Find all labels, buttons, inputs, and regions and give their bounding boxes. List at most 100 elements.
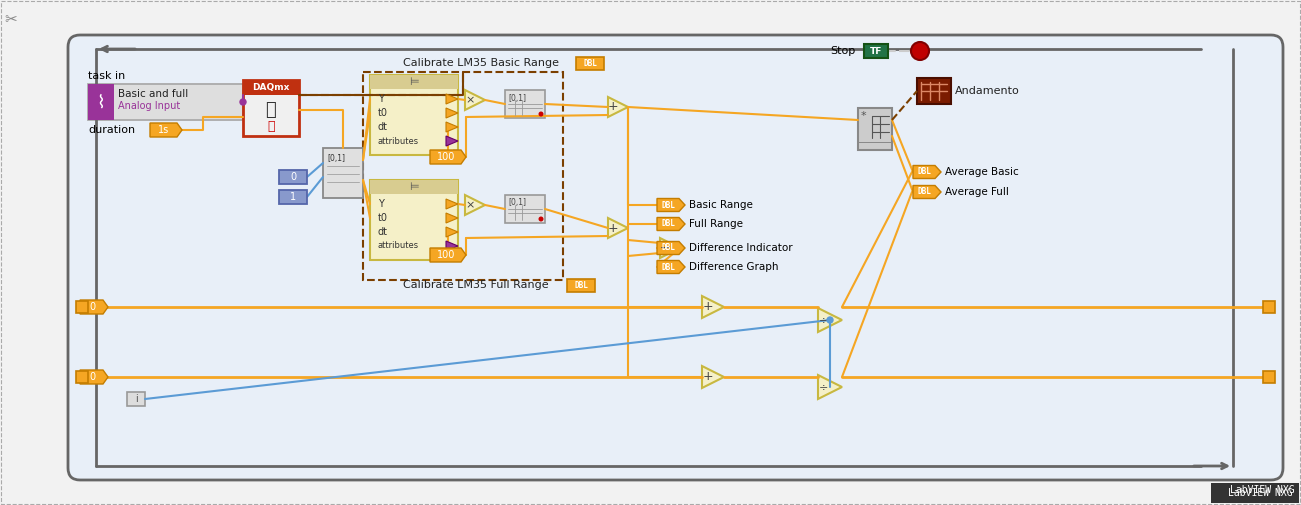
Polygon shape [657, 198, 686, 212]
Text: DBL: DBL [583, 59, 597, 68]
Text: DBL: DBL [661, 200, 675, 210]
Text: 100: 100 [437, 152, 455, 162]
Text: Andamento: Andamento [955, 86, 1020, 96]
Bar [127, 392, 144, 406]
Circle shape [539, 217, 544, 222]
Text: 100: 100 [437, 250, 455, 260]
Text: DBL: DBL [917, 187, 932, 196]
Text: +: + [703, 300, 713, 314]
Text: ×: × [466, 200, 475, 210]
Bar [505, 90, 545, 118]
Text: Average Full: Average Full [945, 187, 1008, 197]
Polygon shape [608, 97, 628, 117]
Bar [369, 180, 458, 194]
Text: ÷: ÷ [820, 315, 829, 325]
Text: DBL: DBL [661, 220, 675, 228]
Polygon shape [446, 108, 458, 118]
Circle shape [239, 99, 246, 105]
Bar [278, 190, 307, 204]
Text: Full Range: Full Range [690, 219, 743, 229]
Bar [243, 80, 299, 95]
Text: Y: Y [379, 94, 384, 104]
Text: III: III [451, 254, 458, 260]
Text: 1s: 1s [159, 125, 169, 135]
Text: LabVIEW NXG: LabVIEW NXG [1228, 488, 1293, 498]
Bar [88, 84, 243, 120]
Bar [323, 148, 363, 198]
Text: [0,1]: [0,1] [507, 93, 526, 103]
Bar [917, 78, 951, 104]
Text: Average Basic: Average Basic [945, 167, 1019, 177]
Polygon shape [657, 261, 686, 274]
Polygon shape [703, 296, 723, 318]
Bar [75, 371, 88, 383]
Bar [505, 195, 545, 223]
Polygon shape [818, 308, 842, 332]
FancyBboxPatch shape [68, 35, 1283, 480]
Polygon shape [431, 150, 466, 164]
Text: 1: 1 [290, 192, 297, 202]
Bar [88, 84, 114, 120]
Text: TF: TF [870, 46, 882, 56]
Text: ✂: ✂ [4, 12, 17, 27]
Text: attributes: attributes [379, 241, 419, 250]
Text: dt: dt [379, 122, 388, 132]
Text: Basic and full: Basic and full [118, 89, 189, 99]
Bar [576, 57, 604, 70]
Text: +: + [608, 100, 618, 114]
Text: +: + [703, 371, 713, 383]
Bar [278, 170, 307, 184]
Text: Calibrate LM35 Basic Range: Calibrate LM35 Basic Range [403, 58, 559, 68]
Text: Basic Range: Basic Range [690, 200, 753, 210]
Text: LabVIEW NXG: LabVIEW NXG [1231, 485, 1294, 495]
Polygon shape [446, 122, 458, 132]
Polygon shape [446, 199, 458, 209]
Circle shape [539, 112, 544, 117]
Polygon shape [446, 94, 458, 104]
Text: 👓: 👓 [265, 101, 276, 119]
Text: ⊨: ⊨ [409, 77, 419, 87]
Text: III: III [451, 149, 458, 155]
Bar [369, 180, 458, 260]
Polygon shape [446, 213, 458, 223]
Bar [243, 80, 299, 136]
Polygon shape [657, 218, 686, 230]
Text: 0: 0 [88, 372, 95, 382]
Text: Calibrate LM35 Full Range: Calibrate LM35 Full Range [403, 280, 549, 290]
Text: Analog Input: Analog Input [118, 101, 181, 111]
Text: Difference Graph: Difference Graph [690, 262, 778, 272]
Text: 0: 0 [290, 172, 297, 182]
Polygon shape [608, 218, 628, 238]
Polygon shape [446, 227, 458, 237]
Bar [75, 301, 88, 313]
Polygon shape [446, 136, 458, 146]
Bar [567, 279, 595, 292]
Polygon shape [79, 370, 108, 384]
Bar [369, 75, 458, 89]
Polygon shape [446, 241, 458, 251]
Polygon shape [464, 90, 485, 110]
Text: DBL: DBL [661, 243, 675, 252]
Bar [369, 75, 458, 155]
Bar [864, 44, 889, 58]
Circle shape [827, 317, 833, 323]
Text: dt: dt [379, 227, 388, 237]
Polygon shape [150, 123, 182, 137]
Polygon shape [431, 248, 466, 262]
Text: ÷: ÷ [820, 382, 829, 392]
Circle shape [911, 42, 929, 60]
Text: i: i [134, 394, 138, 404]
Bar [857, 108, 892, 150]
Polygon shape [657, 241, 686, 255]
Text: ×: × [466, 95, 475, 105]
Bar [1211, 483, 1298, 503]
Text: DBL: DBL [574, 280, 588, 289]
Text: *: * [861, 111, 866, 121]
Text: attributes: attributes [379, 136, 419, 145]
Text: −: − [660, 241, 670, 255]
Text: Difference Indicator: Difference Indicator [690, 243, 792, 253]
Polygon shape [79, 300, 108, 314]
Text: 0: 0 [88, 302, 95, 312]
Text: t0: t0 [379, 213, 388, 223]
Text: DBL: DBL [661, 263, 675, 272]
